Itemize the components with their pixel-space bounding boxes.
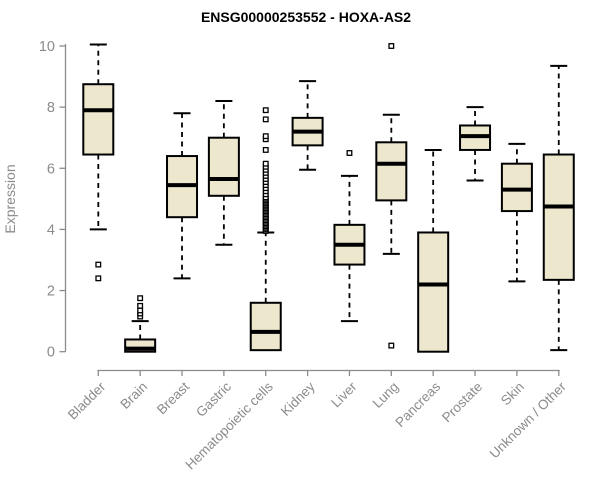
outlier-point [346,150,353,156]
boxplot-pancreas [417,148,450,353]
boxplot-skin [500,142,533,283]
outlier-point [262,116,269,123]
outlier-point [137,302,144,309]
outlier-point [388,342,395,349]
iqr-box [207,136,240,197]
iqr-box [417,231,450,353]
outlier-point [95,275,102,282]
boxplot-brain [124,295,157,353]
y-axis: 0 2 4 6 8 10 [39,39,67,361]
category-label-liver: Liver [328,379,360,411]
outlier-point [137,307,144,314]
outlier-point [262,160,269,167]
boxplot-unknown-other [542,64,575,352]
iqr-box [375,141,408,202]
outlier-point [262,107,269,114]
boxplot-hematopoietic-cells [249,107,282,352]
boxplot-kidney [291,80,324,171]
category-label-lung: Lung [370,379,402,411]
y-tick-label: 4 [47,222,55,238]
outlier-point [95,261,102,268]
plot-area: 0 2 4 6 8 10 Bladder Brain Breast GastricHematopo… [39,39,575,472]
category-label-skin: Skin [498,379,527,408]
y-axis-title: Expression [2,164,18,233]
category-label-unknown-other: Unknown / Other [487,379,570,462]
boxplot-gastric [207,100,240,246]
outlier-point [388,43,395,49]
chart-title: ENSG00000253552 - HOXA-AS2 [201,9,411,25]
category-label-prostate: Prostate [439,379,485,425]
category-label-bladder: Bladder [65,379,109,423]
category-label-breast: Breast [154,379,192,417]
category-label-pancreas: Pancreas [392,379,443,430]
category-label-kidney: Kidney [278,379,318,419]
outlier-point [262,133,269,140]
iqr-box [249,301,282,352]
boxplot-prostate [459,106,492,182]
y-tick-label: 0 [47,345,55,361]
outlier-point [262,146,269,153]
boxplot-lung [375,43,408,349]
category-label-gastric: Gastric [193,379,234,420]
boxplot-liver [333,150,366,323]
y-tick-label: 8 [47,100,55,116]
iqr-box [542,153,575,281]
outlier-point [137,295,144,302]
y-tick-label: 2 [47,284,55,300]
boxplot-breast [166,112,199,280]
category-label-brain: Brain [117,379,150,412]
y-tick-label: 6 [47,161,55,177]
iqr-box [82,83,115,156]
iqr-box [500,162,533,213]
y-tick-label: 10 [39,39,55,55]
boxplot-bladder [82,43,115,282]
